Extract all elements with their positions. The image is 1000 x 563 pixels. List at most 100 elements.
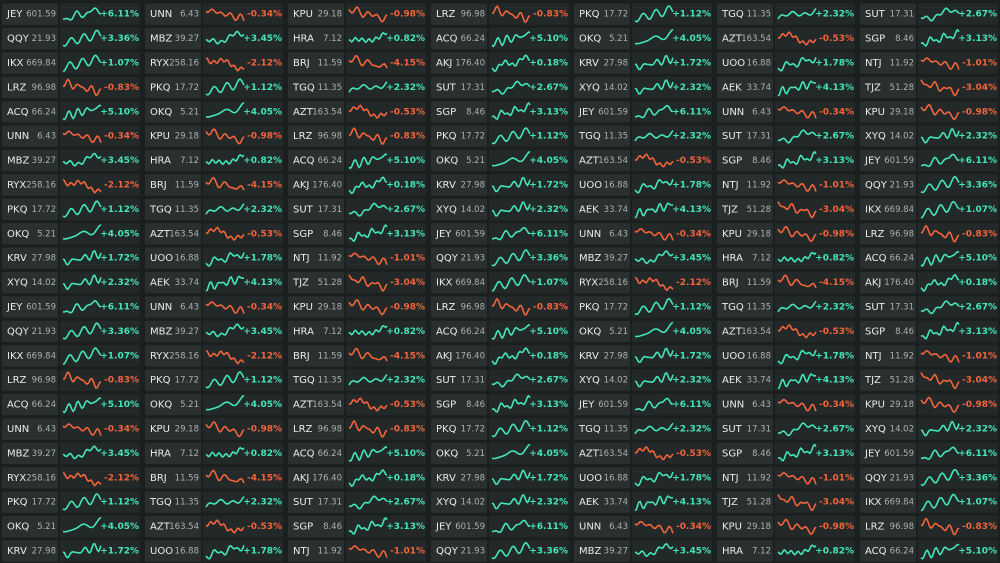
cell-bg: [918, 76, 998, 99]
cell-bg: [918, 3, 998, 25]
cell-bg: [632, 174, 712, 196]
ticker-symbol: SUT: [722, 131, 743, 142]
ticker-cell: NTJ 11.92 -1.01%: [717, 467, 855, 489]
ticker-price: 39.27: [32, 449, 56, 459]
sparkline: [635, 104, 674, 119]
ticker-cell: AKJ 176.40 +0.18%: [288, 467, 426, 489]
cell-bg: [632, 320, 712, 343]
ticker-symbol: PKQ: [436, 131, 457, 142]
ticker-cell: RYX 258.16 -2.12%: [145, 345, 283, 367]
cell-bg: [288, 491, 344, 513]
ticker-change: +4.05%: [529, 156, 568, 166]
ticker-cell: KRV 27.98 +1.72%: [431, 467, 569, 489]
ticker-cell: UOO 16.88 +1.78%: [574, 174, 712, 196]
ticker-change: +2.32%: [672, 83, 711, 93]
ticker-change: +1.07%: [958, 498, 997, 508]
ticker-price: 11.59: [318, 59, 342, 69]
ticker-cell: AEK 33.74 +4.13%: [717, 369, 855, 391]
ticker-cell: AEK 33.74 +4.13%: [574, 198, 712, 221]
cell-bg: [574, 27, 630, 50]
cell-bg: [775, 27, 855, 50]
cell-bg: [489, 125, 569, 147]
cell-bg: [288, 515, 344, 538]
ticker-change: +0.82%: [243, 156, 282, 166]
cell-bg: [145, 491, 201, 513]
sparkline: [491, 443, 531, 460]
cell-bg: [574, 442, 630, 465]
ticker-change: +4.13%: [672, 205, 711, 215]
cell-bg: [489, 393, 569, 416]
cell-bg: [431, 271, 487, 294]
sparkline: [491, 80, 531, 95]
cell-bg: [489, 52, 569, 74]
ticker-symbol: XYQ: [7, 278, 28, 289]
sparkline: [777, 472, 817, 485]
ticker-symbol: UOO: [579, 180, 602, 191]
cell-bg: [918, 491, 998, 513]
sparkline: [62, 516, 102, 533]
cell-bg: [145, 540, 201, 562]
cell-bg: [2, 491, 58, 513]
ticker-symbol: OKQ: [7, 522, 29, 533]
ticker-symbol: SUT: [293, 204, 314, 215]
ticker-cell: JEY 601.59 +6.11%: [2, 296, 140, 318]
ticker-cell: OKQ 5.21 +4.05%: [145, 101, 283, 123]
ticker-price: 11.92: [890, 59, 914, 69]
cell-bg: [860, 52, 916, 74]
ticker-price: 66.24: [890, 547, 914, 557]
ticker-change: +5.10%: [100, 107, 139, 117]
sparkline: [62, 397, 102, 414]
ticker-change: +2.67%: [958, 303, 997, 313]
sparkline: [205, 301, 245, 314]
cell-bg: [145, 76, 201, 99]
ticker-symbol: TGQ: [292, 375, 315, 386]
ticker-cell: UOO 16.88 +1.78%: [145, 540, 283, 562]
ticker-symbol: TGQ: [149, 497, 172, 508]
cell-bg: [288, 247, 344, 269]
ticker-price: 11.35: [604, 425, 628, 435]
cell-bg: [775, 101, 855, 123]
ticker-change: +1.12%: [672, 10, 711, 20]
ticker-cell: OKQ 5.21 +4.05%: [145, 393, 283, 416]
cell-bg: [2, 369, 58, 391]
ticker-cell: SGP 8.46 +3.13%: [288, 223, 426, 245]
ticker-cell: SGP 8.46 +3.13%: [431, 101, 569, 123]
cell-bg: [145, 369, 201, 391]
ticker-symbol: RYX: [150, 351, 169, 362]
cell-bg: [717, 418, 773, 440]
cell-bg: [860, 442, 916, 465]
ticker-change: +2.32%: [815, 10, 854, 20]
ticker-price: 17.72: [175, 376, 199, 386]
ticker-symbol: ACQ: [436, 34, 458, 45]
cell-bg: [346, 540, 426, 562]
sparkline: [777, 300, 817, 313]
cell-bg: [431, 247, 487, 269]
ticker-price: 176.40: [455, 59, 485, 69]
ticker-symbol: ACQ: [865, 546, 887, 557]
cell-bg: [60, 101, 140, 123]
ticker-price: 17.31: [890, 303, 914, 313]
ticker-price: 11.35: [747, 303, 771, 313]
cell-bg: [203, 198, 283, 221]
ticker-cell: LRZ 96.98 -0.83%: [2, 76, 140, 99]
ticker-price: 8.46: [752, 156, 771, 166]
cell-bg: [860, 540, 916, 562]
cell-bg: [775, 491, 855, 513]
ticker-change: -0.34%: [104, 425, 139, 435]
ticker-change: -0.53%: [676, 156, 711, 166]
ticker-cell: HRA 7.12 +0.82%: [145, 149, 283, 172]
cell-bg: [431, 149, 487, 172]
sparkline: [205, 371, 245, 389]
ticker-symbol: BRJ: [293, 58, 310, 69]
ticker-cell: IKX 669.84 +1.07%: [2, 52, 140, 74]
sparkline: [348, 223, 388, 243]
sparkline: [62, 472, 102, 487]
ticker-change: -2.12%: [247, 351, 282, 361]
ticker-symbol: TJZ: [864, 375, 881, 386]
ticker-price: 96.98: [890, 522, 914, 532]
ticker-change: +2.67%: [815, 425, 854, 435]
ticker-symbol: NTJ: [865, 58, 882, 69]
ticker-symbol: KPU: [293, 302, 313, 313]
ticker-symbol: OKQ: [579, 326, 601, 337]
ticker-change: +3.13%: [815, 449, 854, 459]
